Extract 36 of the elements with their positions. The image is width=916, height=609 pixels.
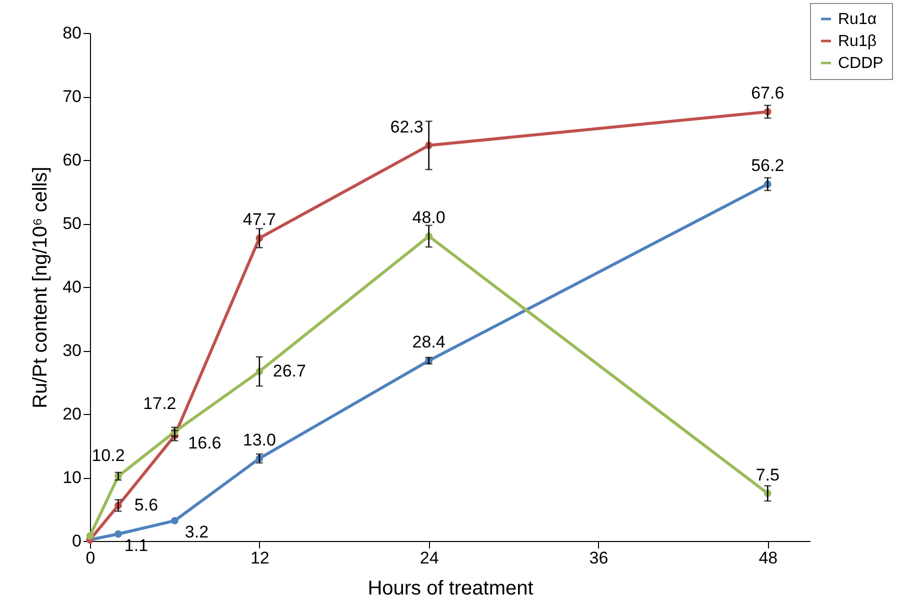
data-label: 26.7 <box>272 361 306 380</box>
y-tick-label: 60 <box>62 150 82 170</box>
x-axis-title: Hours of treatment <box>368 578 534 600</box>
y-axis-title: Ru/Pt content [ng/10⁶ cells] <box>30 166 52 408</box>
x-tick-label: 24 <box>420 548 439 568</box>
data-label: 47.7 <box>242 210 276 230</box>
data-label: 48.0 <box>412 208 446 228</box>
point <box>114 530 122 538</box>
y-tick-label: 50 <box>62 214 82 233</box>
y-tick-label: 70 <box>62 87 82 106</box>
data-label: 5.6 <box>134 495 158 514</box>
y-tick-label: 0 <box>72 532 82 550</box>
legend-label: CDDP <box>838 55 884 72</box>
data-label: 7.5 <box>756 465 780 484</box>
data-label: 16.6 <box>188 434 222 453</box>
x-tick-label: 0 <box>86 548 96 568</box>
data-label: 28.4 <box>412 332 446 352</box>
data-label: 67.6 <box>751 84 784 103</box>
legend-label: Ru1α <box>838 11 877 28</box>
legend-label: Ru1β <box>838 33 877 50</box>
data-label: 10.2 <box>92 446 125 466</box>
data-label: 3.2 <box>184 522 209 542</box>
x-tick-label: 12 <box>250 548 270 568</box>
y-tick-label: 80 <box>62 24 82 42</box>
y-tick-label: 30 <box>62 341 82 360</box>
y-tick-label: 10 <box>62 468 82 487</box>
x-tick-label: 48 <box>758 548 778 568</box>
point <box>86 532 94 540</box>
y-tick-label: 40 <box>62 278 82 296</box>
y-tick-label: 20 <box>62 404 82 424</box>
data-label: 13.0 <box>242 430 276 450</box>
x-tick-label: 36 <box>589 548 608 568</box>
data-label: 17.2 <box>143 394 176 413</box>
point <box>171 516 178 524</box>
data-label: 56.2 <box>751 156 784 176</box>
data-label: 62.3 <box>390 117 424 136</box>
